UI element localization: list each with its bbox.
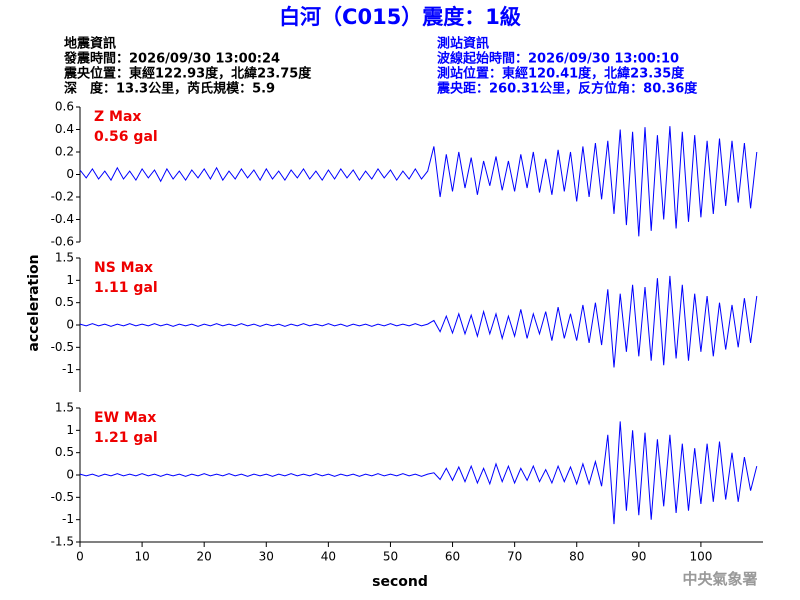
waveform	[79, 275, 758, 368]
y-tick-label: 1	[66, 273, 74, 287]
y-tick-label: -0.5	[51, 340, 74, 354]
x-tick-label: 80	[569, 550, 584, 564]
max-label: EW Max	[94, 410, 156, 426]
info-line: 深 度：13.3公里，芮氏規模：5.9	[64, 81, 275, 97]
info-line: 波線起始時間：2026/09/30 13:00:10	[437, 51, 679, 67]
y-tick-label: -1	[62, 362, 74, 376]
y-tick-label: -0.6	[51, 235, 74, 249]
info-line: 發震時間：2026/09/30 13:00:24	[63, 51, 280, 67]
y-tick-label: -1	[62, 512, 74, 526]
y-tick-label: 0	[66, 468, 74, 482]
y-tick-label: -0.2	[51, 190, 74, 204]
footer: 中央氣象署	[682, 570, 757, 588]
x-tick-label: 0	[76, 550, 84, 564]
y-tick-label: -1.5	[51, 535, 74, 549]
max-label: 1.11 gal	[94, 280, 158, 296]
x-tick-label: 10	[134, 550, 149, 564]
x-tick-label: 90	[631, 550, 646, 564]
info-line: 地震資訊	[64, 36, 116, 52]
x-tick-label: 50	[383, 550, 398, 564]
x-tick-label: 70	[507, 550, 522, 564]
y-tick-label: 0.5	[55, 445, 74, 459]
x-tick-label: 20	[197, 550, 212, 564]
info-line: 測站位置：東經120.41度，北緯23.35度	[437, 66, 685, 82]
y-tick-label: 0.4	[55, 122, 74, 136]
y-tick-label: 0.6	[55, 100, 74, 114]
max-label: NS Max	[94, 260, 153, 276]
y-tick-label: -0.4	[51, 212, 74, 226]
x-tick-label: 40	[321, 550, 336, 564]
y-tick-label: 0	[66, 318, 74, 332]
max-label: Z Max	[94, 109, 141, 125]
y-tick-label: 0	[66, 167, 74, 181]
waveform	[79, 126, 758, 237]
y-tick-label: 0.2	[55, 145, 74, 159]
info-line: 震央距：260.31公里，反方位角：80.36度	[436, 81, 698, 97]
info-line: 震央位置：東經122.93度，北緯23.75度	[63, 66, 312, 82]
y-axis-label: acceleration	[26, 254, 42, 351]
info-line: 測站資訊	[437, 36, 489, 52]
y-tick-label: 1	[66, 423, 74, 437]
waveform	[79, 421, 758, 525]
title: 白河（C015）震度：1級	[279, 5, 521, 29]
y-tick-label: 1.5	[55, 251, 74, 265]
x-tick-label: 60	[445, 550, 460, 564]
x-tick-label: 30	[259, 550, 274, 564]
max-label: 0.56 gal	[94, 129, 158, 145]
y-tick-label: 0.5	[55, 295, 74, 309]
max-label: 1.21 gal	[94, 430, 158, 446]
y-tick-label: 1.5	[55, 401, 74, 415]
x-tick-label: 100	[689, 550, 712, 564]
y-tick-label: -0.5	[51, 490, 74, 504]
x-axis-label: second	[372, 574, 428, 590]
